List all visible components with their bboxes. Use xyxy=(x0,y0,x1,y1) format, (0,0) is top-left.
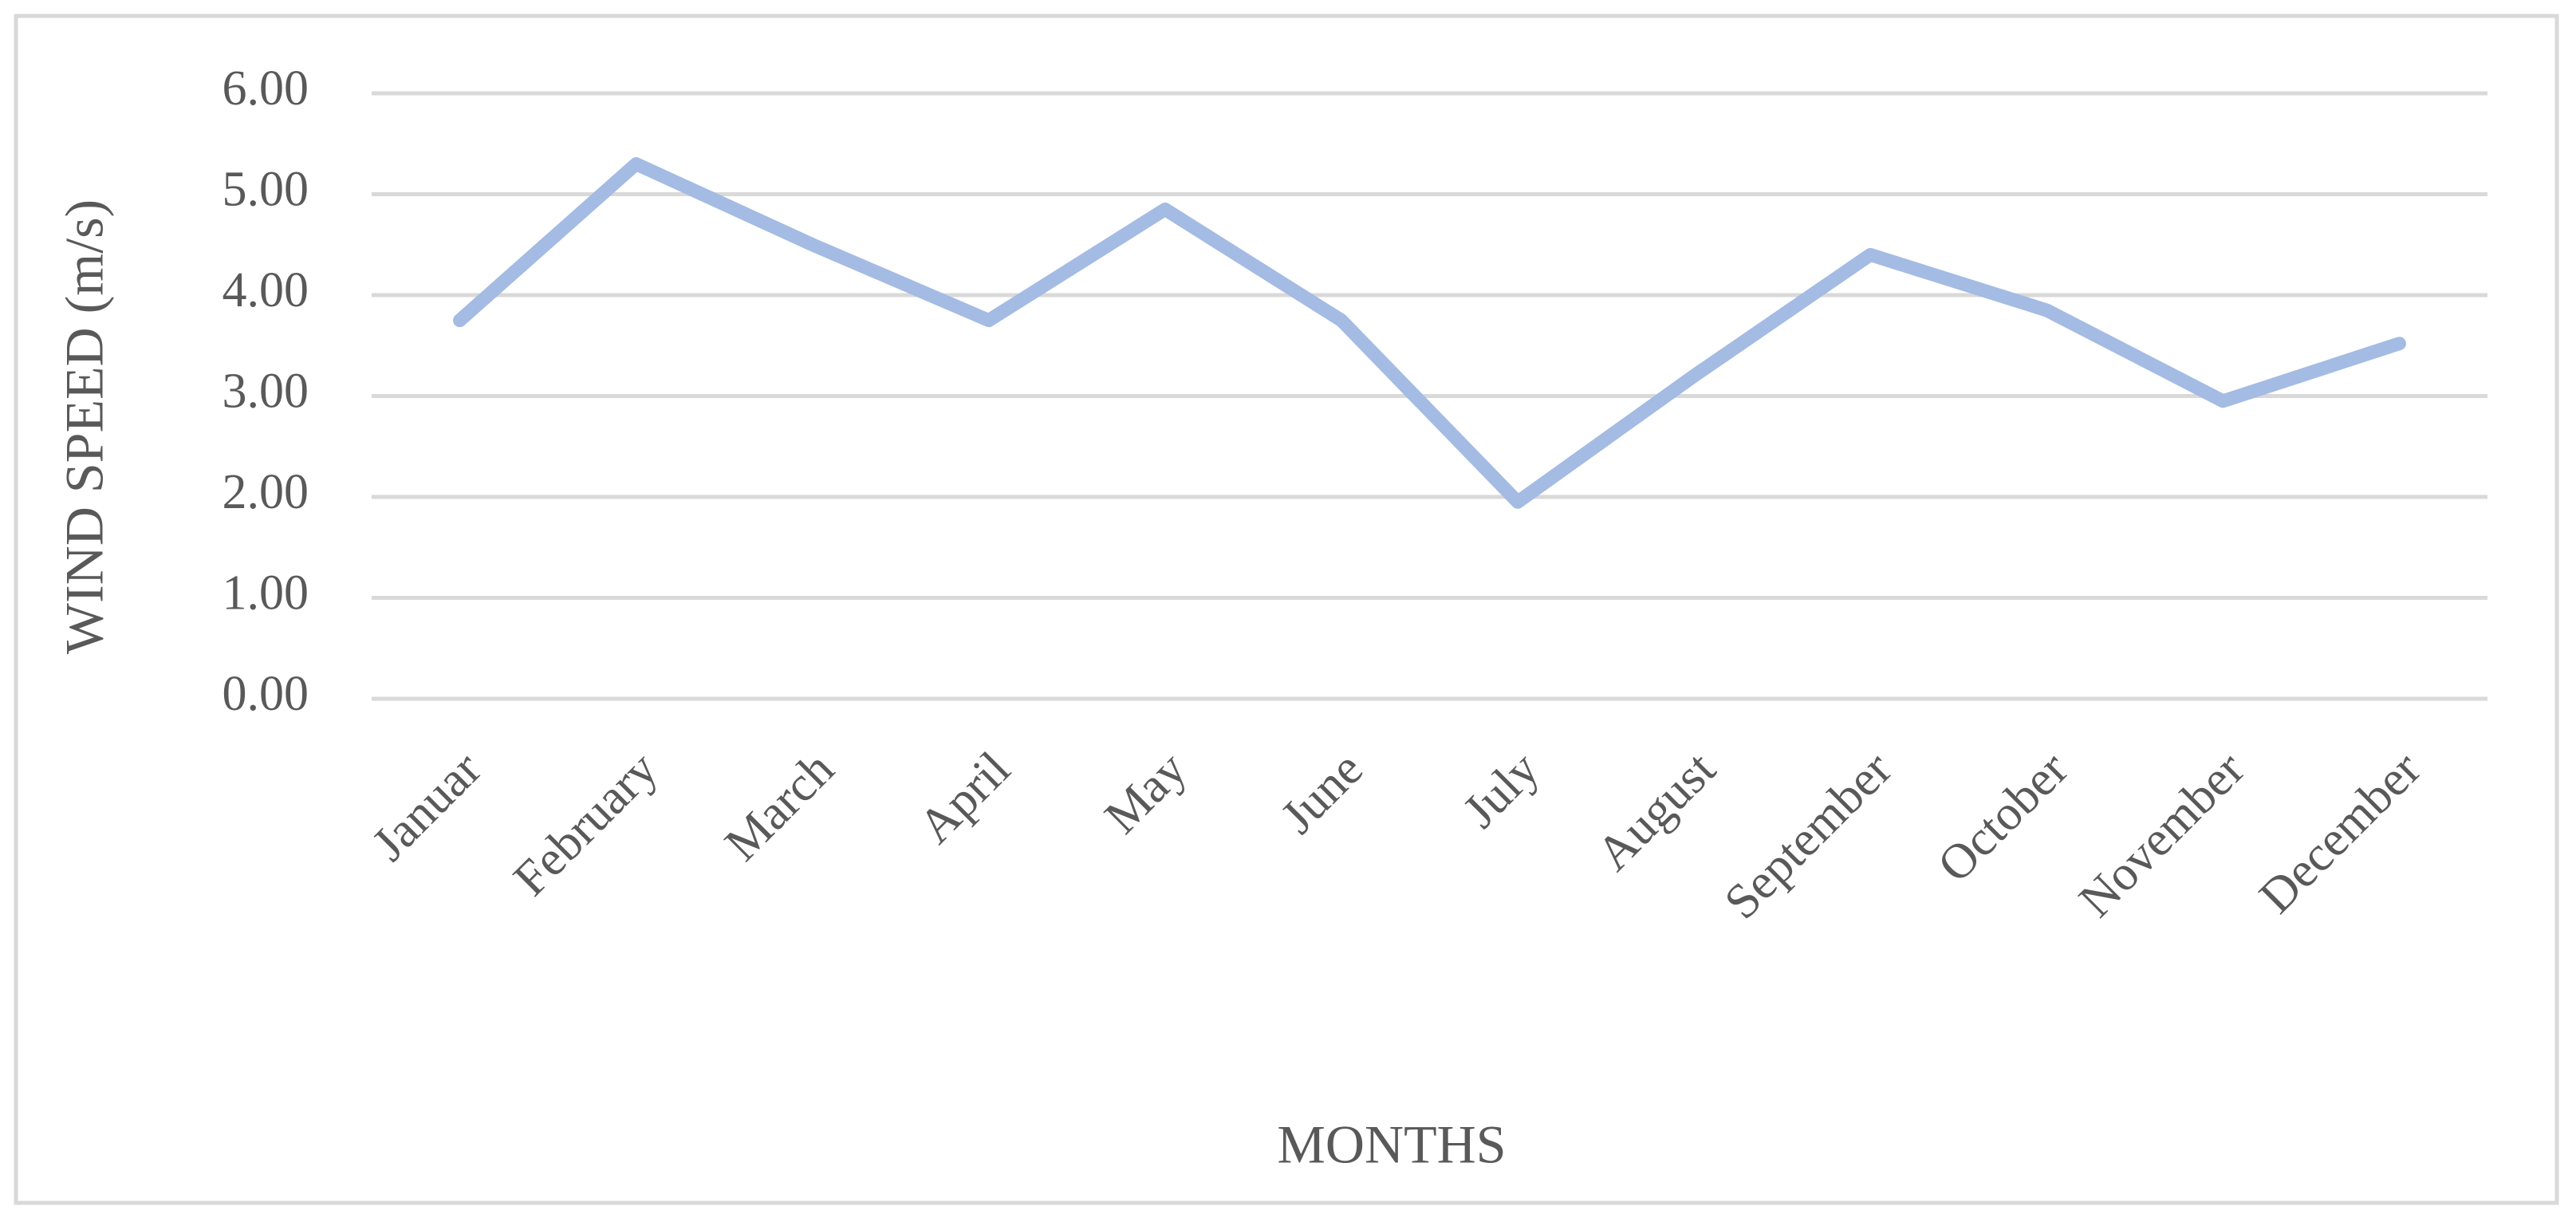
y-axis-title: WIND SPEED (m/s) xyxy=(54,199,115,654)
y-tick-label: 5.00 xyxy=(223,163,309,217)
y-tick-label: 2.00 xyxy=(223,465,309,519)
line-series xyxy=(453,157,2406,509)
y-tick-label: 1.00 xyxy=(223,566,309,621)
x-axis-title: MONTHS xyxy=(1277,1114,1506,1175)
y-tick-label: 0.00 xyxy=(223,667,309,721)
chart-border xyxy=(14,14,2559,1205)
y-tick-label: 3.00 xyxy=(223,365,309,419)
y-tick-label: 4.00 xyxy=(223,263,309,317)
y-tick-label: 6.00 xyxy=(223,61,309,116)
